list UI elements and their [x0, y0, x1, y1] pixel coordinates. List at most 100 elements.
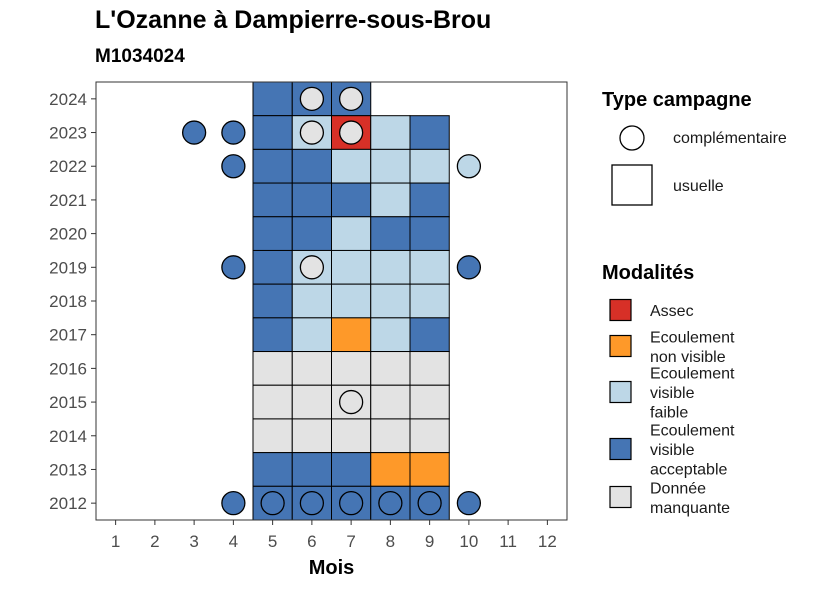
- cell-2018-5: [252, 283, 293, 319]
- marker-2012-4: [221, 491, 246, 516]
- y-axis-ticks: 2012 2013 2014 2015 2016 2017 2018 2019 2020 2021…: [49, 90, 96, 513]
- y-tick-label: 2013: [49, 460, 87, 479]
- legend-key-ecoulement-non-visible: [609, 334, 632, 358]
- cell-2021-9: [409, 182, 450, 218]
- cell-2014-6: [291, 418, 332, 454]
- cell-2020-9: [409, 216, 450, 251]
- cell-2013-5: [252, 452, 293, 487]
- cell-2018-7: [331, 283, 372, 319]
- y-tick-label: 2021: [49, 191, 87, 210]
- cell-2022-6: [291, 148, 332, 184]
- legend-label-ecoulement-non-visible: Ecoulement non visible: [650, 329, 735, 366]
- cell-2016-5: [252, 351, 293, 386]
- cell-2019-8: [370, 249, 411, 285]
- x-tick-label: 5: [268, 532, 277, 551]
- marker-2023-3: [181, 120, 207, 145]
- cell-2018-8: [370, 283, 411, 319]
- marker-2023-4: [221, 120, 246, 145]
- cell-2015-5: [252, 384, 293, 420]
- cell-2017-6: [291, 317, 332, 353]
- marker-2024-6: [299, 86, 325, 111]
- cell-2021-6: [291, 182, 332, 218]
- x-axis-title: Mois: [309, 557, 355, 579]
- cell-2013-8: [370, 452, 411, 487]
- x-tick-label: 10: [459, 532, 478, 551]
- y-tick-label: 2014: [49, 427, 87, 446]
- cell-2019-9: [409, 249, 450, 285]
- y-tick-label: 2016: [49, 359, 87, 378]
- cell-2020-7: [331, 216, 372, 251]
- legend-key-square: [611, 164, 653, 206]
- x-tick-label: 7: [346, 532, 355, 551]
- cell-2022-8: [370, 148, 411, 184]
- marker-2012-10: [456, 491, 482, 516]
- cell-2022-9: [409, 148, 450, 184]
- marker-2023-7: [338, 120, 364, 145]
- cell-2022-7: [331, 148, 372, 184]
- legend-key-assec: [609, 298, 632, 322]
- cell-2020-6: [291, 216, 332, 251]
- cell-2016-9: [409, 351, 450, 386]
- marker-2022-10: [456, 154, 482, 179]
- cell-2015-8: [370, 384, 411, 420]
- marker-2024-7: [338, 86, 364, 111]
- marker-2015-7: [338, 389, 364, 415]
- cell-2017-8: [370, 317, 411, 353]
- cell-2018-9: [409, 283, 450, 319]
- legend-key-donn-e-manquante: [609, 485, 632, 509]
- x-axis-ticks: 1 2 3 4 5 6 7 8 9 10 11 12: [111, 520, 557, 551]
- legend-label-usuelle: usuelle: [673, 178, 724, 195]
- cell-2019-7: [331, 249, 372, 285]
- chart-subtitle: M1034024: [95, 46, 185, 67]
- legend: Type campagne complémentaire usuelle Modali…: [602, 89, 787, 517]
- y-tick-label: 2012: [49, 494, 87, 513]
- cell-2017-5: [252, 317, 293, 353]
- cell-2013-9: [409, 452, 450, 487]
- usuelle-cells: [252, 81, 450, 521]
- cell-2023-9: [409, 115, 450, 150]
- y-tick-label: 2019: [49, 258, 87, 277]
- cell-2016-6: [291, 351, 332, 386]
- legend-key-ecoulement-visible-acceptable: [609, 437, 632, 461]
- marker-2012-9: [417, 491, 442, 516]
- x-tick-label: 6: [307, 532, 316, 551]
- y-tick-label: 2020: [49, 225, 87, 244]
- legend-title-modalites: Modalités: [602, 262, 694, 284]
- y-tick-label: 2015: [49, 393, 87, 412]
- marker-2022-4: [221, 154, 246, 179]
- cell-2016-8: [370, 351, 411, 386]
- cell-2024-5: [252, 81, 293, 117]
- cell-2023-5: [252, 115, 293, 150]
- marker-2019-6: [299, 255, 325, 280]
- legend-label-donn-e-manquante: Donnée manquante: [650, 480, 730, 517]
- cell-2019-5: [252, 249, 293, 285]
- cell-2015-9: [409, 384, 450, 420]
- legend-key-circle: [619, 125, 645, 151]
- cell-2014-8: [370, 418, 411, 454]
- cell-2021-8: [370, 182, 411, 218]
- cell-2017-7: [331, 317, 372, 353]
- marker-2019-10: [456, 255, 482, 280]
- cell-2014-7: [331, 418, 372, 454]
- x-tick-label: 3: [189, 532, 198, 551]
- x-tick-label: 2: [150, 532, 159, 551]
- legend-title-type-campagne: Type campagne: [602, 89, 752, 111]
- cell-2022-5: [252, 148, 293, 184]
- cell-2021-5: [252, 182, 293, 218]
- x-tick-label: 11: [499, 532, 517, 551]
- legend-label-complementaire: complémentaire: [673, 130, 787, 147]
- legend-label-assec: Assec: [650, 303, 694, 320]
- complementaire-markers: [181, 86, 482, 516]
- cell-2021-7: [331, 182, 372, 218]
- marker-2012-6: [299, 491, 325, 516]
- cell-2014-9: [409, 418, 450, 454]
- legend-label-ecoulement-visible-faible: Ecoulement visible faible: [650, 366, 735, 422]
- x-tick-label: 8: [386, 532, 395, 551]
- cell-2023-8: [370, 115, 411, 150]
- y-tick-label: 2023: [49, 124, 87, 143]
- cell-2020-8: [370, 216, 411, 251]
- cell-2014-5: [252, 418, 293, 454]
- chart-title: L'Ozanne à Dampierre-sous-Brou: [95, 6, 492, 34]
- cell-2015-6: [291, 384, 332, 420]
